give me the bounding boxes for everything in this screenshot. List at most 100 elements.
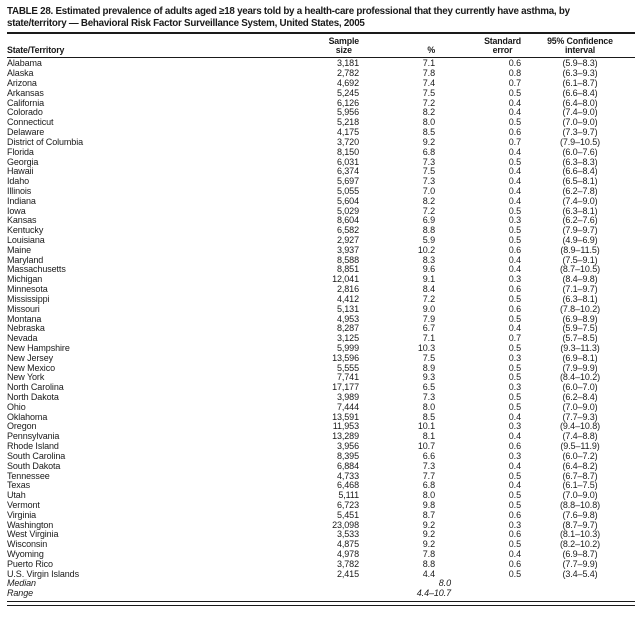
- cell-ci: (8.2–10.2): [559, 539, 601, 550]
- cell-state: New Jersey: [7, 352, 54, 363]
- cell-pct: 7.5: [422, 352, 435, 363]
- cell-ci: (6.0–7.2): [562, 450, 598, 461]
- cell-ci: (7.7–9.9): [562, 558, 598, 569]
- cell-pct: 7.1: [422, 333, 435, 344]
- cell-pct: 9.0: [422, 303, 435, 314]
- cell-ci: (7.0–9.0): [562, 490, 598, 501]
- table-row: South Dakota 6,884 7.3 0.4 (6.4–8.2): [7, 460, 635, 472]
- cell-sample: 5,055: [336, 185, 359, 196]
- cell-pct: 9.2: [422, 136, 435, 147]
- cell-state: Alabama: [7, 58, 42, 69]
- cell-state: Utah: [7, 490, 26, 501]
- cell-ci: (8.4–9.8): [562, 274, 598, 285]
- cell-se: 0.4: [508, 195, 521, 206]
- cell-sample: 5,451: [336, 509, 359, 520]
- cell-sample: 5,999: [336, 342, 359, 353]
- cell-sample: 23,098: [332, 519, 359, 530]
- table-row: Nebraska 8,287 6.7 0.4 (5.9–7.5): [7, 324, 635, 334]
- table-row: California 6,126 7.2 0.4 (6.4–8.0): [7, 98, 635, 109]
- cell-state: Pennsylvania: [7, 431, 60, 442]
- cell-ci: (6.5–8.1): [562, 176, 598, 187]
- cell-sample: 6,723: [336, 499, 359, 510]
- table-row: Delaware 4,175 8.5 0.6 (7.3–9.7): [7, 127, 635, 138]
- cell-ci: (8.7–10.5): [559, 264, 601, 275]
- cell-sample: 8,287: [336, 323, 359, 334]
- cell-state: Oregon: [7, 421, 37, 432]
- cell-se: 0.7: [508, 136, 521, 147]
- cell-sample: 5,697: [336, 176, 359, 187]
- cell-sample: 6,374: [336, 166, 359, 177]
- cell-state: Massachusetts: [7, 264, 66, 275]
- cell-ci: (8.8–10.8): [559, 499, 601, 510]
- table-bottom-rule: [7, 601, 635, 607]
- cell-ci: (5.7–8.5): [562, 333, 598, 344]
- cell-pct: 10.7: [417, 441, 435, 452]
- cell-ci: (6.3–8.1): [562, 205, 598, 216]
- table-row: Texas 6,468 6.8 0.4 (6.1–7.5): [7, 481, 635, 491]
- table-row: South Carolina 8,395 6.6 0.3 (6.0–7.2): [7, 450, 635, 462]
- cell-sample: 5,029: [336, 205, 359, 216]
- cell-sample: 3,533: [336, 529, 359, 540]
- cell-state: Ohio: [7, 401, 26, 412]
- cell-pct: 9.1: [422, 274, 435, 285]
- cell-sample: 2,816: [336, 284, 359, 295]
- cell-sample: 11,953: [332, 421, 359, 432]
- cell-ci: (6.3–9.3): [562, 68, 598, 79]
- cell-ci: (8.1–10.3): [559, 529, 601, 540]
- cell-se: 0.5: [508, 372, 521, 383]
- cell-pct: 8.5: [422, 127, 435, 138]
- table-row: New Jersey 13,596 7.5 0.3 (6.9–8.1): [7, 352, 635, 364]
- cell-state: Indiana: [7, 195, 36, 206]
- summary-value: 4.4–10.7: [416, 588, 451, 599]
- cell-ci: (7.0–9.0): [562, 117, 598, 128]
- cell-sample: 3,720: [336, 136, 359, 147]
- cell-sample: 5,131: [336, 303, 359, 314]
- cell-ci: (3.4–5.4): [562, 568, 598, 579]
- table-title: TABLE 28. Estimated prevalence of adults…: [7, 6, 634, 29]
- table-row: New Mexico 5,555 8.9 0.5 (7.9–9.9): [7, 363, 635, 374]
- table-row: Maryland 8,588 8.3 0.4 (7.5–9.1): [7, 255, 635, 266]
- table-row: Illinois 5,055 7.0 0.4 (6.2–7.8): [7, 185, 635, 197]
- cell-sample: [303, 579, 359, 589]
- cell-state: New York: [7, 372, 45, 383]
- cell-pct: 7.5: [422, 87, 435, 98]
- cell-se: [437, 589, 525, 599]
- cell-pct: 8.8: [422, 225, 435, 236]
- cell-state: Washington: [7, 519, 54, 530]
- table-row: Wyoming 4,978 7.8 0.4 (6.9–8.7): [7, 549, 635, 560]
- cell-se: 0.5: [508, 392, 521, 403]
- cell-pct: 6.7: [422, 323, 435, 334]
- cell-pct: 7.3: [422, 392, 435, 403]
- cell-se: 0.5: [508, 117, 521, 128]
- cell-pct: 9.2: [422, 519, 435, 530]
- cell-sample: 6,884: [336, 460, 359, 471]
- cell-pct: 10.3: [417, 342, 435, 353]
- column-header-percent: %: [427, 45, 435, 56]
- cell-sample: 4,692: [336, 78, 359, 89]
- cell-ci: (7.1–9.7): [562, 284, 598, 295]
- cell-se: 0.5: [508, 205, 521, 216]
- cell-state: District of Columbia: [7, 136, 84, 147]
- cell-ci: (4.9–6.9): [562, 235, 598, 246]
- table-row: Michigan 12,041 9.1 0.3 (8.4–9.8): [7, 274, 635, 285]
- cell-se: 0.5: [508, 87, 521, 98]
- table-row: Puerto Rico 3,782 8.8 0.6 (7.7–9.9): [7, 558, 635, 570]
- cell-state: Montana: [7, 313, 42, 324]
- cell-sample: 4,733: [336, 470, 359, 481]
- cell-state: Alaska: [7, 68, 34, 79]
- cell-ci: (6.1–7.5): [562, 480, 598, 491]
- cell-state: South Carolina: [7, 450, 66, 461]
- cell-ci: (6.0–7.0): [562, 382, 598, 393]
- table-row: Florida 8,150 6.8 0.4 (6.0–7.6): [7, 146, 635, 158]
- cell-pct: 8.1: [422, 431, 435, 442]
- cell-state: Wyoming: [7, 549, 44, 560]
- cell-se: 0.4: [508, 176, 521, 187]
- cell-sample: 6,031: [336, 156, 359, 167]
- cell-sample: 6,582: [336, 225, 359, 236]
- table-row: Kansas 8,604 6.9 0.3 (6.2–7.6): [7, 216, 635, 226]
- cell-sample: 8,604: [336, 215, 359, 226]
- cell-se: 0.4: [508, 146, 521, 157]
- cell-pct: 4.4: [422, 568, 435, 579]
- cell-pct: 8.0: [422, 117, 435, 128]
- cell-pct: 5.9: [422, 235, 435, 246]
